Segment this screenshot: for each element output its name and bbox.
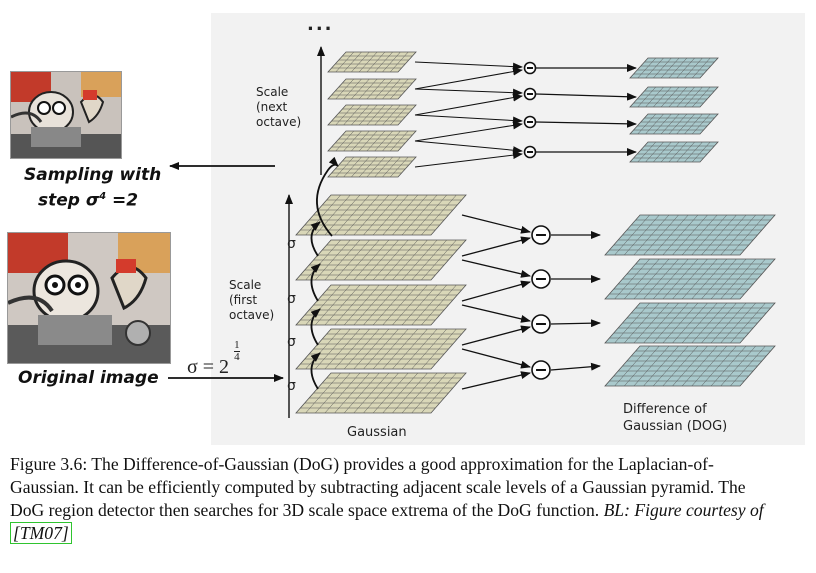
- scale-next-octave-label: Scale (next octave): [256, 85, 301, 130]
- dog-first-layer-14: [604, 345, 776, 387]
- sampling-line2: step σ4 =2: [24, 186, 161, 212]
- arrow-12: [550, 362, 601, 371]
- scale-next-line2: (next: [256, 100, 288, 114]
- dog-first-layer-13: [604, 302, 776, 344]
- original-image-thumbnail: [7, 232, 171, 364]
- scale-first-line1: Scale: [229, 278, 262, 292]
- gaussian-next-layer-6: [327, 51, 417, 73]
- minus-node-1: [531, 225, 551, 245]
- sampled-image-thumbnail: [10, 71, 122, 159]
- scale-first-line2: (first: [229, 293, 258, 307]
- minus-node-8: [523, 145, 537, 159]
- arrow-23: [414, 151, 523, 168]
- scale-first-octave-label: Scale (first octave): [229, 278, 274, 323]
- sigma-curve-arrow-30: [310, 221, 321, 257]
- figure-caption: Figure 3.6: The Difference-of-Gaussian (…: [10, 453, 780, 545]
- exp-numerator: 1: [234, 339, 240, 352]
- sampling-line1: Sampling with: [24, 165, 162, 185]
- arrow-21: [535, 119, 637, 128]
- scale-next-line1: Scale: [256, 85, 289, 99]
- arrow-13: [414, 61, 523, 71]
- dog-next-layer-18: [629, 141, 719, 163]
- minus-node-2: [531, 269, 551, 289]
- sigma-curve-arrow-27: [310, 352, 321, 390]
- scale-first-line3: octave): [229, 308, 275, 322]
- minus-node-5: [523, 61, 537, 75]
- sigma-curve-arrow-28: [310, 308, 321, 346]
- sigma-label-2: σ: [287, 291, 296, 307]
- gaussian-label: Gaussian: [347, 425, 407, 440]
- minus-node-3: [531, 314, 551, 334]
- arrow-17: [414, 93, 523, 116]
- initial-sigma-base: σ = 2: [187, 356, 230, 378]
- gaussian-next-layer-10: [327, 156, 417, 178]
- arrow-18: [535, 92, 637, 101]
- caption-text: Figure 3.6: The Difference-of-Gaussian (…: [10, 454, 746, 520]
- dog-label-line2: Gaussian (DOG): [623, 419, 728, 434]
- minus-node-6: [523, 87, 537, 101]
- arrow-14: [414, 67, 523, 90]
- arrow-10: [461, 348, 531, 369]
- arrow-19: [414, 114, 523, 125]
- arrow-1: [461, 214, 531, 234]
- sigma-label-4: σ: [287, 378, 296, 394]
- sampling-exp: 4: [99, 191, 107, 202]
- gaussian-next-layer-8: [327, 104, 417, 126]
- caption-citation-link[interactable]: [TM07]: [10, 522, 72, 544]
- dog-first-layer-11: [604, 214, 776, 256]
- arrow-8: [461, 325, 531, 346]
- gaussian-first-layer-1: [295, 194, 467, 236]
- gaussian-first-layer-2: [295, 239, 467, 281]
- arrow-4: [461, 259, 531, 278]
- arrow-9: [550, 319, 601, 328]
- octave-link-arrow: [316, 156, 339, 237]
- dog-next-layer-17: [629, 113, 719, 135]
- sampling-value: =2: [106, 190, 139, 211]
- arrow-20: [414, 121, 523, 142]
- caption-credit: BL: Figure courtesy of: [603, 500, 764, 520]
- dog-label-line1: Difference of: [623, 402, 707, 417]
- dog-figure: ... Scale (next octave) Scale (first oct…: [7, 13, 805, 445]
- dog-diagram: [168, 46, 776, 418]
- sigma-label-1: σ: [287, 236, 296, 252]
- sampling-step-text: step σ: [38, 190, 100, 211]
- gaussian-next-layer-7: [327, 78, 417, 100]
- minus-node-7: [523, 115, 537, 129]
- sigma-curve-arrow-29: [310, 263, 321, 302]
- dog-label: Difference of Gaussian (DOG): [623, 401, 727, 435]
- arrow-7: [461, 304, 531, 323]
- arrow-22: [414, 140, 523, 155]
- gaussian-first-layer-3: [295, 284, 467, 326]
- gaussian-next-layer-9: [327, 130, 417, 152]
- dog-next-layer-16: [629, 86, 719, 108]
- exp-denominator: 4: [234, 351, 240, 363]
- arrow-11: [461, 371, 531, 390]
- arrow-16: [414, 88, 523, 97]
- dog-first-layer-12: [604, 258, 776, 300]
- top-ellipsis: ...: [307, 14, 334, 35]
- original-image-label: Original image: [18, 368, 159, 388]
- initial-sigma-exponent: 1 4: [234, 340, 240, 363]
- scale-next-line3: octave): [256, 115, 302, 129]
- gaussian-first-layer-4: [295, 328, 467, 370]
- sigma-label-3: σ: [287, 334, 296, 350]
- gaussian-first-layer-5: [295, 372, 467, 414]
- minus-node-4: [531, 360, 551, 380]
- arrow-2: [461, 236, 531, 257]
- sampling-label: Sampling with step σ4 =2: [24, 165, 161, 212]
- initial-sigma-label: σ = 2 1 4: [187, 340, 240, 379]
- dog-next-layer-15: [629, 57, 719, 79]
- arrow-5: [461, 280, 531, 302]
